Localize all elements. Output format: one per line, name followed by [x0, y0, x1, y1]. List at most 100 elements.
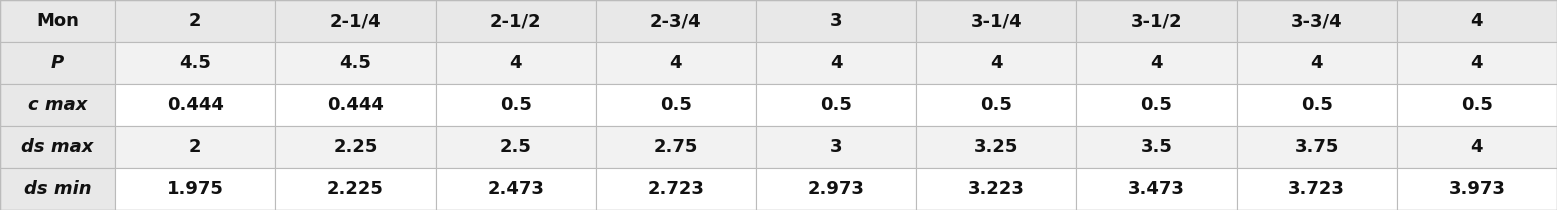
Bar	[1076, 84, 1236, 126]
Text: 3-1/4: 3-1/4	[970, 12, 1021, 30]
Bar	[276, 126, 436, 168]
Bar	[1076, 126, 1236, 168]
Bar	[115, 42, 276, 84]
Bar	[596, 42, 757, 84]
Bar	[916, 42, 1076, 84]
Text: 3: 3	[830, 138, 842, 156]
Text: 2.973: 2.973	[808, 180, 864, 198]
Bar	[757, 0, 916, 42]
Text: ds min: ds min	[23, 180, 92, 198]
Text: 2.5: 2.5	[500, 138, 531, 156]
Text: 2: 2	[188, 138, 201, 156]
Bar	[757, 84, 916, 126]
Bar	[436, 84, 596, 126]
Text: 3.723: 3.723	[1288, 180, 1345, 198]
Bar	[436, 168, 596, 210]
Text: 0.5: 0.5	[1300, 96, 1333, 114]
Text: 3.25: 3.25	[975, 138, 1018, 156]
Bar	[596, 168, 757, 210]
Bar	[1236, 0, 1397, 42]
Bar	[276, 0, 436, 42]
Bar	[0, 126, 115, 168]
Bar	[1397, 126, 1557, 168]
Bar	[916, 0, 1076, 42]
Text: 4: 4	[509, 54, 522, 72]
Text: 4: 4	[1471, 54, 1484, 72]
Text: 3-3/4: 3-3/4	[1291, 12, 1342, 30]
Bar	[276, 42, 436, 84]
Bar	[596, 0, 757, 42]
Bar	[0, 42, 115, 84]
Text: 0.444: 0.444	[327, 96, 385, 114]
Text: c max: c max	[28, 96, 87, 114]
Text: 2-1/2: 2-1/2	[490, 12, 542, 30]
Text: Mon: Mon	[36, 12, 79, 30]
Bar	[757, 42, 916, 84]
Bar	[115, 168, 276, 210]
Text: 1.975: 1.975	[167, 180, 224, 198]
Text: 2.473: 2.473	[487, 180, 543, 198]
Text: 3.75: 3.75	[1294, 138, 1339, 156]
Text: 4: 4	[1471, 138, 1484, 156]
Text: 4: 4	[1311, 54, 1323, 72]
Text: 0.5: 0.5	[821, 96, 852, 114]
Text: 3.473: 3.473	[1129, 180, 1185, 198]
Bar	[757, 168, 916, 210]
Bar	[276, 168, 436, 210]
Text: ds max: ds max	[22, 138, 93, 156]
Text: 2.723: 2.723	[648, 180, 704, 198]
Text: 3.5: 3.5	[1141, 138, 1172, 156]
Text: 0.5: 0.5	[500, 96, 531, 114]
Text: 0.5: 0.5	[1460, 96, 1493, 114]
Bar	[0, 0, 115, 42]
Text: 4: 4	[830, 54, 842, 72]
Text: 2-3/4: 2-3/4	[651, 12, 702, 30]
Bar	[1076, 168, 1236, 210]
Bar	[115, 0, 276, 42]
Text: 2.225: 2.225	[327, 180, 385, 198]
Bar	[0, 168, 115, 210]
Bar	[1236, 42, 1397, 84]
Text: P: P	[51, 54, 64, 72]
Text: 2: 2	[188, 12, 201, 30]
Bar	[0, 84, 115, 126]
Text: 0.5: 0.5	[981, 96, 1012, 114]
Bar	[115, 126, 276, 168]
Text: 4.5: 4.5	[179, 54, 212, 72]
Bar	[1236, 168, 1397, 210]
Bar	[916, 84, 1076, 126]
Bar	[1397, 42, 1557, 84]
Text: 3-1/2: 3-1/2	[1130, 12, 1182, 30]
Bar	[436, 126, 596, 168]
Text: 2.25: 2.25	[333, 138, 378, 156]
Bar	[436, 0, 596, 42]
Text: 4: 4	[990, 54, 1003, 72]
Bar	[1397, 84, 1557, 126]
Text: 4.5: 4.5	[339, 54, 372, 72]
Bar	[1076, 42, 1236, 84]
Text: 4: 4	[1471, 12, 1484, 30]
Text: 2.75: 2.75	[654, 138, 698, 156]
Text: 3.223: 3.223	[968, 180, 1025, 198]
Bar	[1397, 0, 1557, 42]
Bar	[1076, 0, 1236, 42]
Bar	[596, 126, 757, 168]
Text: 2-1/4: 2-1/4	[330, 12, 381, 30]
Bar	[916, 168, 1076, 210]
Bar	[276, 84, 436, 126]
Text: 4: 4	[670, 54, 682, 72]
Bar	[596, 84, 757, 126]
Bar	[1397, 168, 1557, 210]
Text: 3: 3	[830, 12, 842, 30]
Text: 0.5: 0.5	[660, 96, 691, 114]
Text: 0.5: 0.5	[1141, 96, 1172, 114]
Text: 3.973: 3.973	[1448, 180, 1506, 198]
Bar	[1236, 126, 1397, 168]
Text: 4: 4	[1151, 54, 1163, 72]
Bar	[1236, 84, 1397, 126]
Text: 0.444: 0.444	[167, 96, 224, 114]
Bar	[115, 84, 276, 126]
Bar	[757, 126, 916, 168]
Bar	[916, 126, 1076, 168]
Bar	[436, 42, 596, 84]
